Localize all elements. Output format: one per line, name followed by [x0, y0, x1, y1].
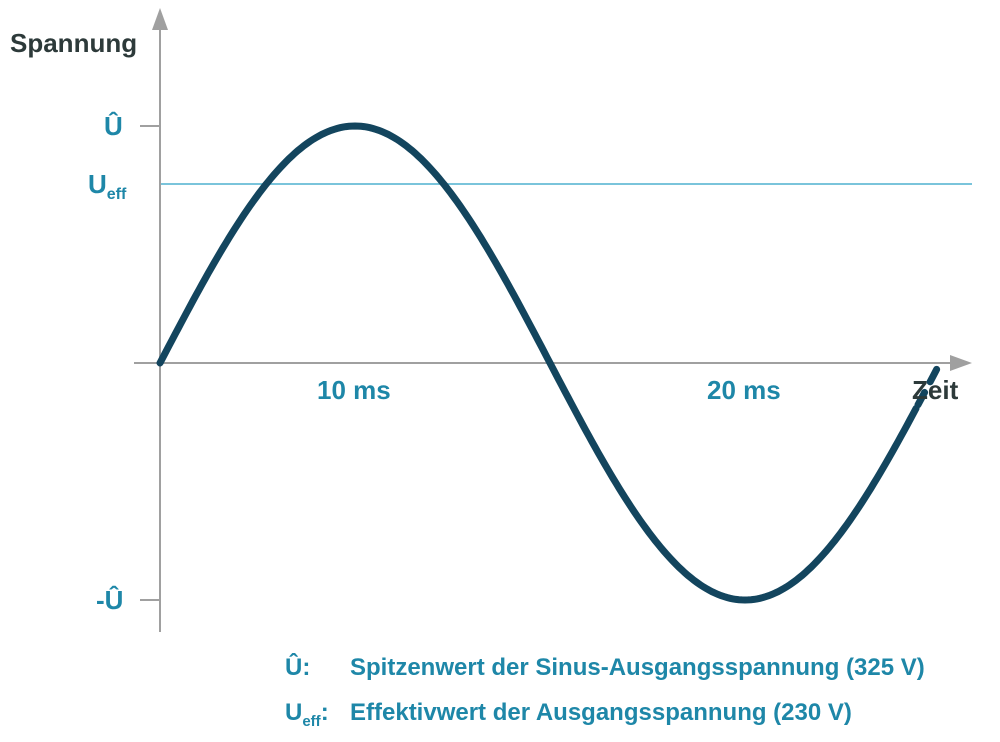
- ytick-ueff: Ueff: [88, 169, 127, 203]
- voltage-sine-chart: Spannung Zeit Û Ueff -Û 10 ms 20 ms Û: S…: [0, 0, 1000, 742]
- legend-peak-symbol: Û:: [285, 653, 310, 681]
- ytick-peak-negative: -Û: [96, 585, 123, 615]
- ytick-peak-positive: Û: [104, 111, 123, 141]
- y-axis: [140, 8, 168, 632]
- xtick-10ms: 10 ms: [317, 375, 391, 405]
- legend-peak-text: Spitzenwert der Sinus-Ausgangsspannung (…: [350, 654, 925, 681]
- x-axis-label: Zeit: [912, 375, 959, 405]
- legend-ueff-text: Effektivwert der Ausgangsspannung (230 V…: [350, 699, 852, 726]
- legend-ueff-symbol: Ueff:: [285, 699, 329, 730]
- y-axis-label: Spannung: [10, 28, 137, 58]
- xtick-20ms: 20 ms: [707, 375, 781, 405]
